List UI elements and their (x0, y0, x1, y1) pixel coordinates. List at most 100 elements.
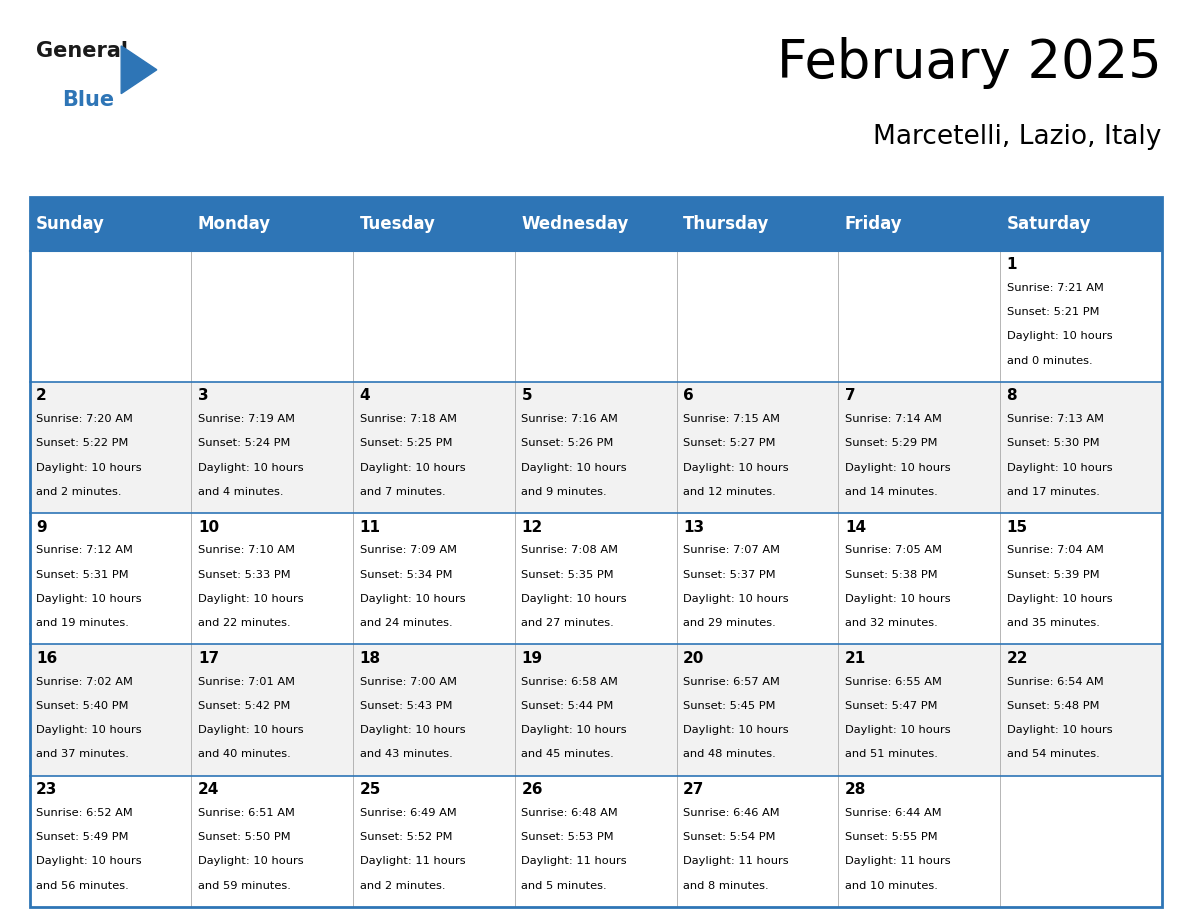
Text: Daylight: 10 hours: Daylight: 10 hours (36, 463, 141, 473)
Bar (30, 251, 191, 382)
Text: Sunset: 5:22 PM: Sunset: 5:22 PM (36, 438, 128, 448)
Bar (353, 382, 514, 513)
Text: Daylight: 10 hours: Daylight: 10 hours (683, 463, 789, 473)
Text: and 10 minutes.: and 10 minutes. (845, 880, 937, 890)
Text: Daylight: 10 hours: Daylight: 10 hours (1006, 594, 1112, 604)
Text: 25: 25 (360, 782, 381, 797)
Text: Sunset: 5:27 PM: Sunset: 5:27 PM (683, 438, 776, 448)
Text: Daylight: 10 hours: Daylight: 10 hours (522, 463, 627, 473)
Text: Daylight: 10 hours: Daylight: 10 hours (198, 463, 303, 473)
Text: Sunrise: 7:18 AM: Sunrise: 7:18 AM (360, 414, 456, 424)
Bar (353, 644, 514, 776)
Text: and 54 minutes.: and 54 minutes. (1006, 749, 1099, 759)
Text: and 51 minutes.: and 51 minutes. (845, 749, 937, 759)
Text: Daylight: 11 hours: Daylight: 11 hours (845, 856, 950, 867)
Text: Daylight: 10 hours: Daylight: 10 hours (36, 725, 141, 735)
Text: Daylight: 11 hours: Daylight: 11 hours (360, 856, 466, 867)
Text: Sunrise: 7:20 AM: Sunrise: 7:20 AM (36, 414, 133, 424)
Text: and 29 minutes.: and 29 minutes. (683, 618, 776, 628)
Text: Sunrise: 7:02 AM: Sunrise: 7:02 AM (36, 677, 133, 687)
Text: 10: 10 (198, 520, 219, 534)
Text: Daylight: 10 hours: Daylight: 10 hours (360, 594, 466, 604)
Bar (514, 776, 677, 907)
Text: Daylight: 10 hours: Daylight: 10 hours (198, 856, 303, 867)
Text: Sunrise: 7:10 AM: Sunrise: 7:10 AM (198, 545, 295, 555)
Text: Daylight: 10 hours: Daylight: 10 hours (1006, 331, 1112, 341)
Bar (514, 251, 677, 382)
Text: and 0 minutes.: and 0 minutes. (1006, 355, 1092, 365)
Bar (839, 513, 1000, 644)
Bar (839, 382, 1000, 513)
Bar (1000, 382, 1162, 513)
Bar (677, 197, 839, 251)
Text: and 27 minutes.: and 27 minutes. (522, 618, 614, 628)
Text: and 9 minutes.: and 9 minutes. (522, 487, 607, 497)
Text: Sunrise: 7:09 AM: Sunrise: 7:09 AM (360, 545, 456, 555)
Bar (353, 776, 514, 907)
Bar (30, 197, 191, 251)
Text: Friday: Friday (845, 215, 903, 233)
Text: Sunset: 5:53 PM: Sunset: 5:53 PM (522, 832, 614, 842)
Text: and 19 minutes.: and 19 minutes. (36, 618, 129, 628)
Bar (677, 513, 839, 644)
Text: Sunset: 5:24 PM: Sunset: 5:24 PM (198, 438, 290, 448)
Text: Daylight: 10 hours: Daylight: 10 hours (36, 856, 141, 867)
Text: Sunrise: 7:15 AM: Sunrise: 7:15 AM (683, 414, 781, 424)
Bar (677, 776, 839, 907)
Text: and 14 minutes.: and 14 minutes. (845, 487, 937, 497)
Bar (839, 251, 1000, 382)
Bar (191, 382, 353, 513)
Text: Sunset: 5:37 PM: Sunset: 5:37 PM (683, 569, 776, 579)
Text: Sunset: 5:47 PM: Sunset: 5:47 PM (845, 700, 937, 711)
Text: Sunrise: 7:14 AM: Sunrise: 7:14 AM (845, 414, 942, 424)
Text: and 17 minutes.: and 17 minutes. (1006, 487, 1099, 497)
Text: Sunrise: 6:48 AM: Sunrise: 6:48 AM (522, 808, 618, 818)
Bar (353, 251, 514, 382)
Text: Sunrise: 7:19 AM: Sunrise: 7:19 AM (198, 414, 295, 424)
Bar (1000, 776, 1162, 907)
Bar (839, 644, 1000, 776)
Text: 11: 11 (360, 520, 380, 534)
Text: 15: 15 (1006, 520, 1028, 534)
Text: Sunset: 5:30 PM: Sunset: 5:30 PM (1006, 438, 1099, 448)
Text: and 48 minutes.: and 48 minutes. (683, 749, 776, 759)
Text: Daylight: 10 hours: Daylight: 10 hours (198, 725, 303, 735)
Text: Sunrise: 6:44 AM: Sunrise: 6:44 AM (845, 808, 941, 818)
Text: Daylight: 10 hours: Daylight: 10 hours (845, 725, 950, 735)
Bar (30, 197, 1162, 907)
Text: Thursday: Thursday (683, 215, 770, 233)
Bar (839, 776, 1000, 907)
Text: 23: 23 (36, 782, 57, 797)
Bar (191, 776, 353, 907)
Text: and 22 minutes.: and 22 minutes. (198, 618, 291, 628)
Text: and 5 minutes.: and 5 minutes. (522, 880, 607, 890)
Text: Sunset: 5:45 PM: Sunset: 5:45 PM (683, 700, 776, 711)
Text: and 45 minutes.: and 45 minutes. (522, 749, 614, 759)
Text: and 8 minutes.: and 8 minutes. (683, 880, 769, 890)
Text: Daylight: 10 hours: Daylight: 10 hours (845, 594, 950, 604)
Text: and 40 minutes.: and 40 minutes. (198, 749, 291, 759)
Text: Sunrise: 6:55 AM: Sunrise: 6:55 AM (845, 677, 942, 687)
Text: General: General (36, 41, 127, 62)
Text: 2: 2 (36, 388, 46, 403)
Text: Daylight: 10 hours: Daylight: 10 hours (360, 725, 466, 735)
Text: Sunset: 5:31 PM: Sunset: 5:31 PM (36, 569, 128, 579)
Bar (839, 197, 1000, 251)
Text: Sunset: 5:29 PM: Sunset: 5:29 PM (845, 438, 937, 448)
Text: Sunset: 5:25 PM: Sunset: 5:25 PM (360, 438, 453, 448)
Bar (677, 382, 839, 513)
Text: Sunset: 5:50 PM: Sunset: 5:50 PM (198, 832, 291, 842)
Text: Sunrise: 7:05 AM: Sunrise: 7:05 AM (845, 545, 942, 555)
Text: and 37 minutes.: and 37 minutes. (36, 749, 129, 759)
Bar (191, 644, 353, 776)
Bar (353, 513, 514, 644)
Text: and 2 minutes.: and 2 minutes. (36, 487, 121, 497)
Text: Daylight: 10 hours: Daylight: 10 hours (36, 594, 141, 604)
Bar (191, 197, 353, 251)
Text: Sunset: 5:48 PM: Sunset: 5:48 PM (1006, 700, 1099, 711)
Text: Sunset: 5:52 PM: Sunset: 5:52 PM (360, 832, 453, 842)
Text: 6: 6 (683, 388, 694, 403)
Text: Daylight: 10 hours: Daylight: 10 hours (1006, 725, 1112, 735)
Text: Sunrise: 6:46 AM: Sunrise: 6:46 AM (683, 808, 779, 818)
Text: Sunrise: 6:54 AM: Sunrise: 6:54 AM (1006, 677, 1104, 687)
